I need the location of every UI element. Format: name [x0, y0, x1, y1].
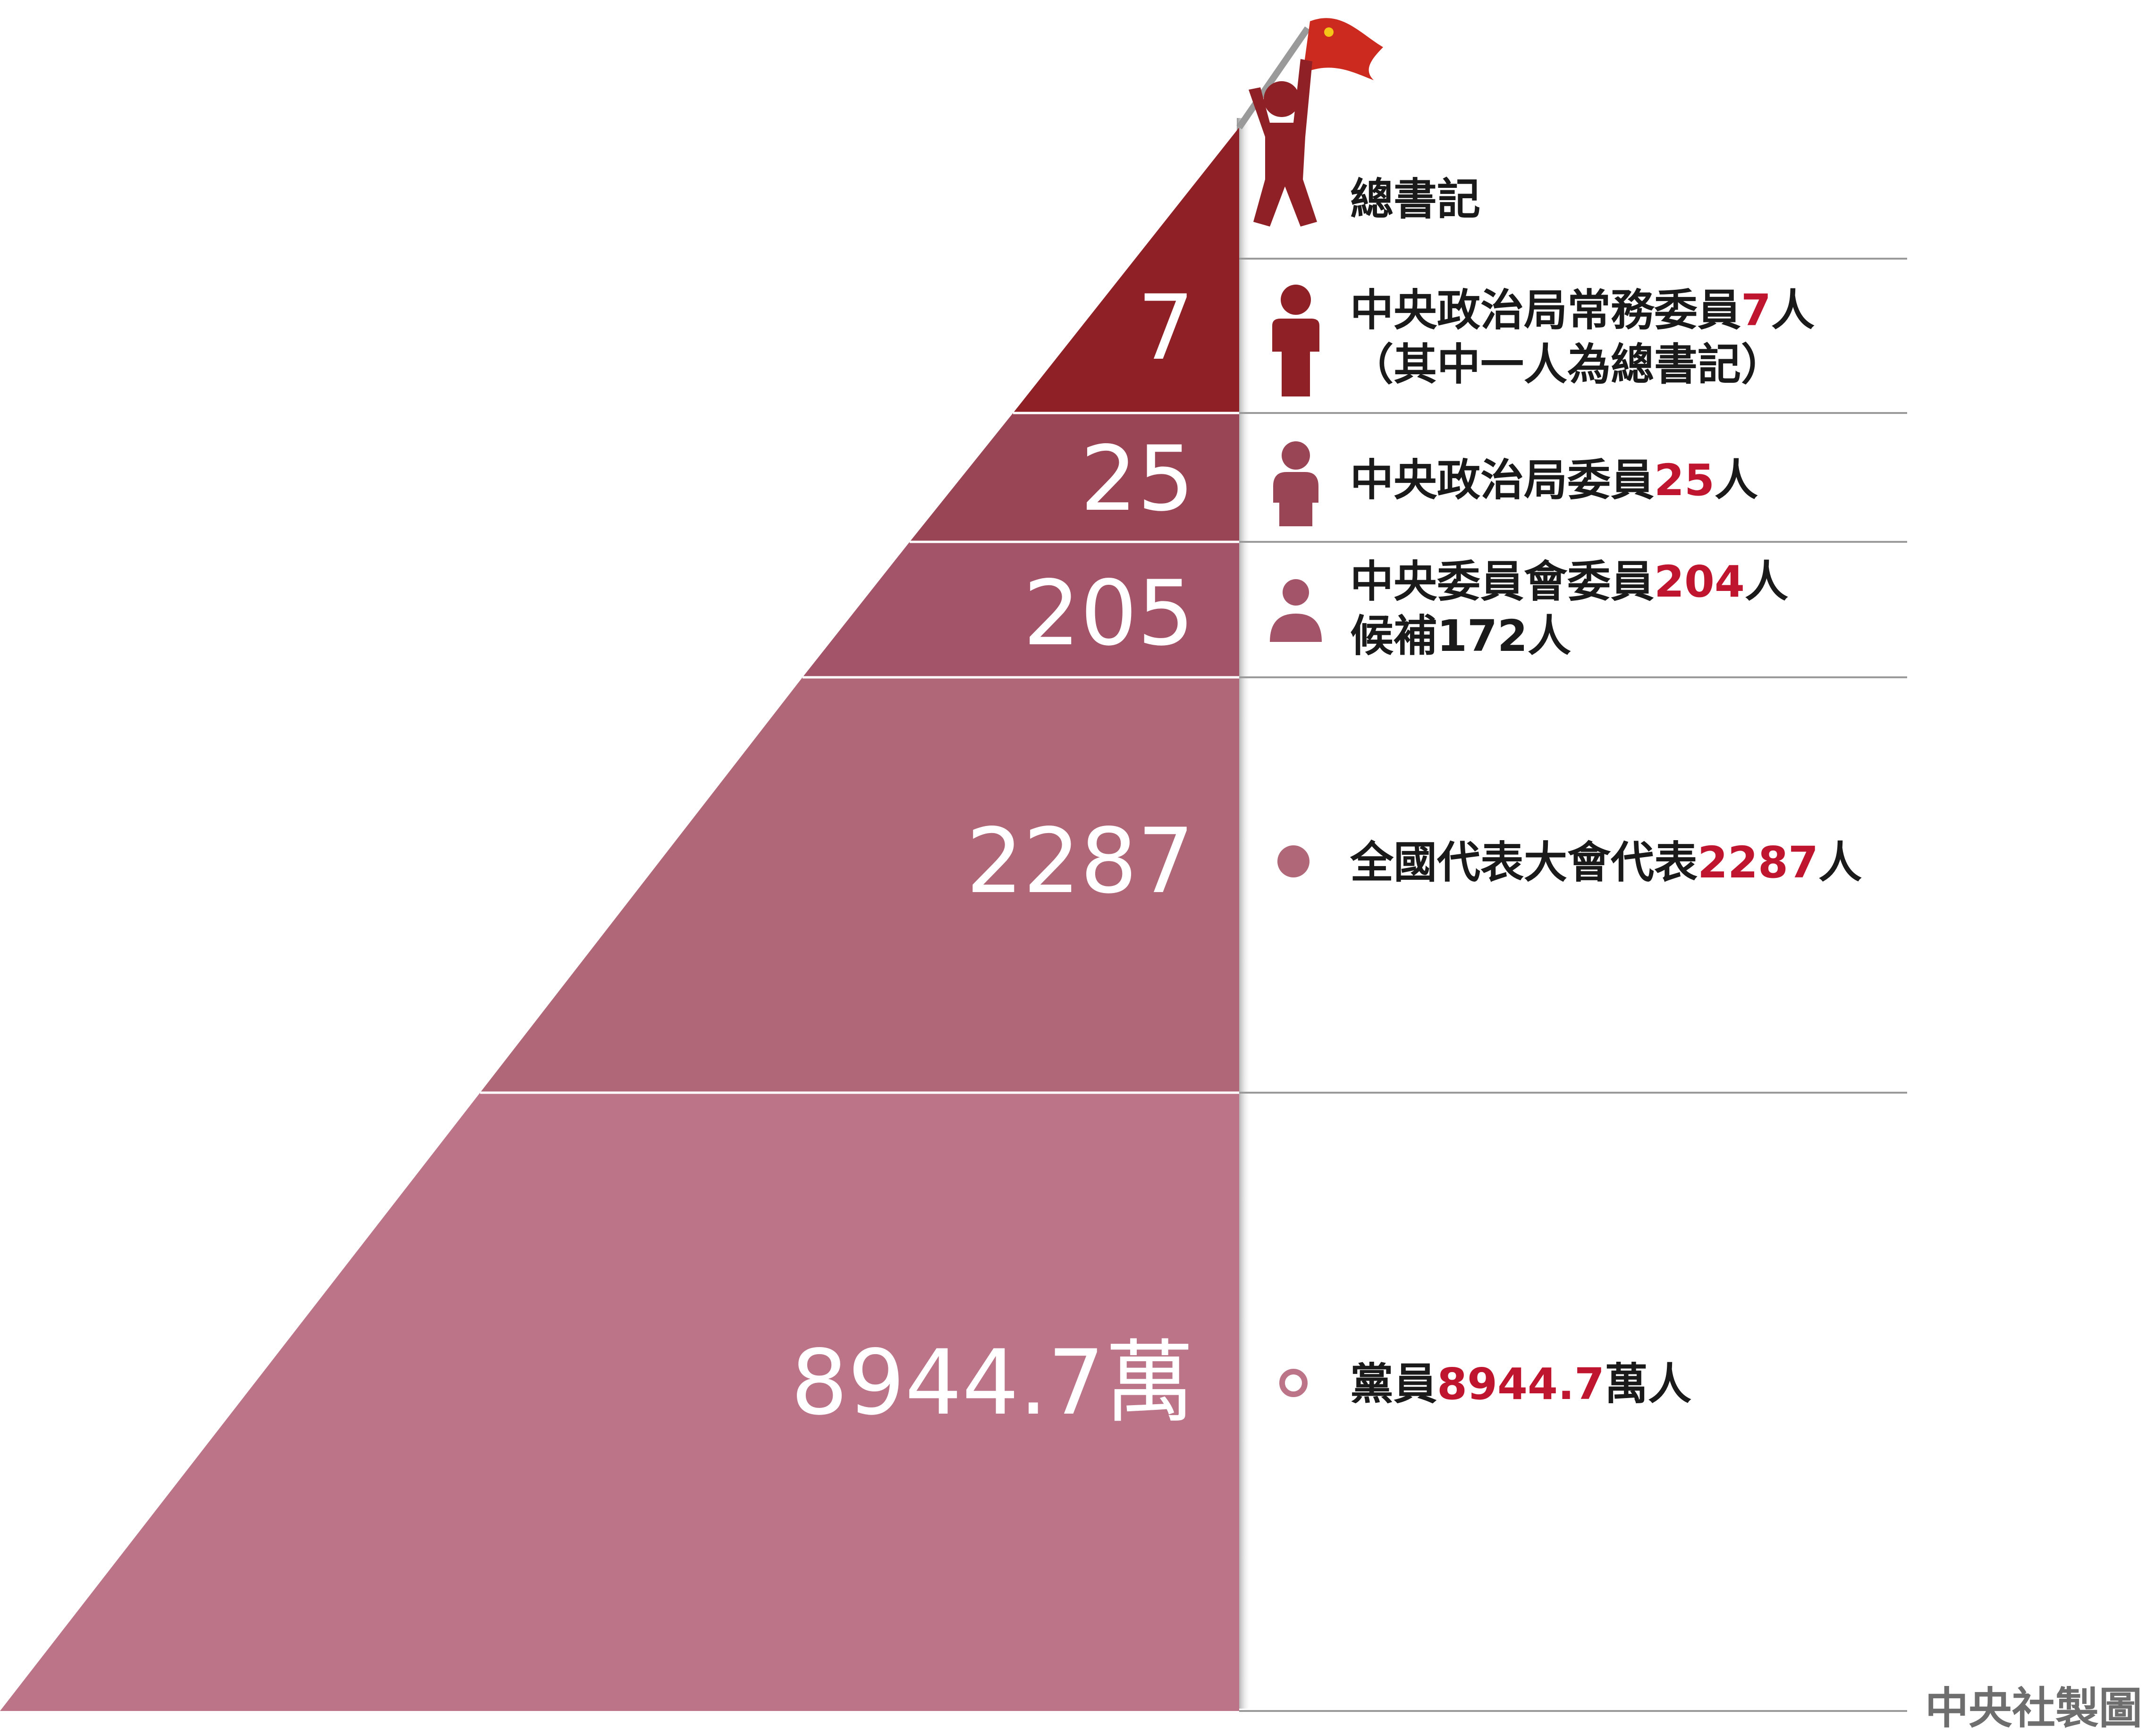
label-cc-count: 204 [1654, 556, 1745, 607]
label-cc-unit: 人 [1745, 556, 1789, 607]
layer-central-committee [803, 542, 1239, 677]
filled-dot-icon [1277, 845, 1310, 877]
label-members-count: 8944.7 [1437, 1359, 1605, 1409]
row-lines [1239, 258, 1907, 1712]
flag-bearer-icon [1236, 18, 1383, 227]
layer-value-central-committee: 205 [1023, 561, 1194, 666]
label-cc-line2: 候補172人 [1350, 611, 1571, 661]
label-members-unit: 萬人 [1605, 1359, 1692, 1409]
layer-value-politburo: 25 [1080, 427, 1194, 531]
layer-value-congress: 2287 [966, 809, 1194, 913]
label-congress-unit: 人 [1818, 837, 1862, 888]
label-congress: 全國代表大會代表2287人 [1350, 835, 1862, 890]
label-standing-committee: 中央政治局常務委員7人 （其中一人為總書記） [1350, 283, 1815, 392]
label-congress-text: 全國代表大會代表 [1350, 837, 1698, 888]
label-standing-line1: 中央政治局常務委員 [1350, 285, 1741, 336]
label-standing-unit: 人 [1771, 285, 1815, 336]
label-politburo-count: 25 [1654, 455, 1715, 506]
layer-politburo [910, 413, 1239, 542]
layer-separators [480, 412, 1239, 1094]
label-standing-count: 7 [1741, 285, 1772, 336]
person-bust-icon [1270, 579, 1322, 642]
layer-value-standing: 7 [1137, 276, 1194, 380]
person-icon-large [1272, 285, 1319, 396]
label-central-committee: 中央委員會委員204人 候補172人 [1350, 555, 1788, 663]
label-congress-count: 2287 [1698, 837, 1819, 888]
layer-national-congress [480, 677, 1239, 1093]
ring-dot-icon [1279, 1369, 1308, 1397]
label-cc-text: 中央委員會委員 [1350, 556, 1655, 607]
person-icon-medium [1273, 441, 1318, 526]
label-members: 黨員8944.7萬人 [1350, 1357, 1691, 1411]
label-general-secretary: 總書記 [1350, 174, 1481, 225]
layer-standing-committee [1013, 127, 1239, 413]
credit-text: 中央社製圖 [1925, 1683, 2142, 1734]
label-politburo-text: 中央政治局委員 [1350, 455, 1655, 506]
label-standing-line2: （其中一人為總書記） [1350, 339, 1785, 390]
label-politburo-unit: 人 [1715, 455, 1758, 506]
label-politburo: 中央政治局委員25人 [1350, 453, 1758, 507]
layer-value-members: 8944.7萬 [791, 1331, 1194, 1435]
layer-party-members [0, 1093, 1239, 1711]
label-members-text: 黨員 [1350, 1359, 1437, 1409]
